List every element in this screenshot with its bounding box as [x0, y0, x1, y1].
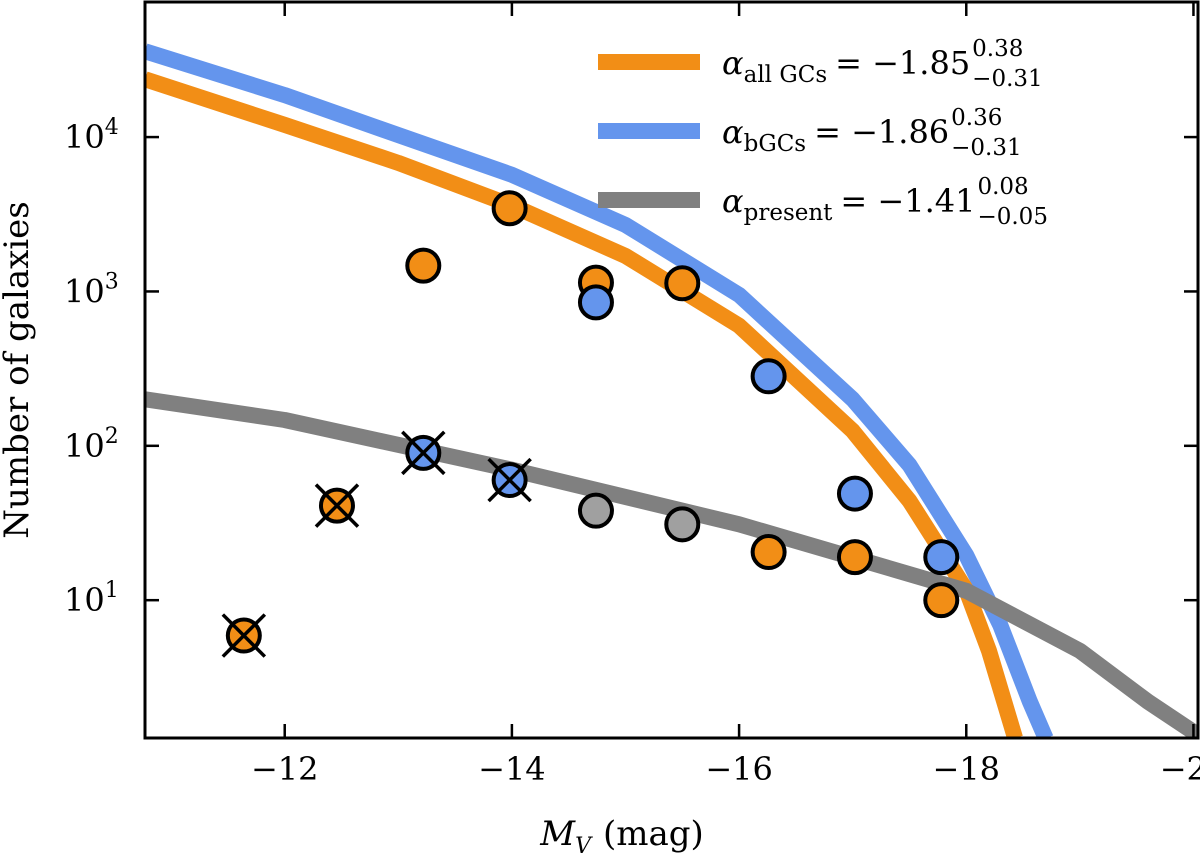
cross-mark [487, 457, 532, 503]
y-tick-label: 101 [64, 578, 119, 619]
y-tick-exponent: 3 [105, 269, 119, 294]
x-tick-label: −12 [251, 750, 319, 788]
y-tick-base: 10 [64, 427, 105, 465]
x-tick-label: −20 [1160, 750, 1200, 788]
x-tick-label: −18 [933, 750, 1001, 788]
x-label-sub: V [575, 834, 593, 859]
data-point [836, 475, 873, 512]
y-tick-base: 10 [64, 272, 105, 310]
legend-value: = −1.86 [814, 113, 949, 151]
y-tick-exponent: 4 [105, 115, 119, 140]
legend-upper: 0.08 [977, 174, 1028, 200]
data-point [664, 265, 701, 302]
y-tick-base: 10 [64, 581, 105, 619]
legend-subscript: all GCs [744, 62, 828, 88]
legend-symbol: α [722, 113, 744, 151]
legend-lower: −0.05 [977, 204, 1047, 230]
fit-line [145, 391, 1198, 738]
legend-symbol: α [722, 182, 744, 220]
plot-frame [143, 0, 1200, 740]
data-point [750, 358, 787, 395]
x-tick-label: −14 [478, 750, 546, 788]
cross-mark [401, 430, 446, 476]
y-tick-label: 104 [64, 115, 119, 156]
cross-mark [314, 483, 360, 528]
y-tick-base: 10 [64, 118, 105, 156]
x-tick-label: −16 [705, 750, 773, 788]
fit-line [145, 43, 1054, 738]
legend-upper: 0.38 [972, 36, 1023, 62]
y-tick-label: 102 [64, 424, 119, 465]
legend-subscript: present [744, 200, 834, 226]
fit-line [145, 71, 1023, 738]
plot-area [145, 43, 1198, 738]
data-point [750, 534, 787, 571]
y-axis-label: Number of galaxies [0, 201, 37, 539]
legend-symbol: α [722, 44, 744, 82]
legend-lower: −0.31 [951, 135, 1021, 161]
y-tick-exponent: 1 [105, 578, 119, 603]
legend-value: = −1.85 [835, 44, 970, 82]
data-point [405, 247, 442, 284]
legend-label: αbGCs = −1.86 [722, 113, 949, 157]
data-point [577, 492, 614, 529]
x-axis-label: MV (mag) [539, 814, 704, 859]
data-point [577, 284, 614, 321]
data-point [491, 190, 528, 227]
x-label-symbol: M [539, 814, 576, 854]
data-point [923, 539, 960, 576]
data-point [664, 506, 701, 543]
data-point [923, 582, 960, 619]
x-label-unit: (mag) [603, 814, 704, 854]
y-tick-label: 103 [64, 269, 119, 310]
data-point [836, 539, 873, 576]
legend-lower: −0.31 [972, 66, 1042, 92]
legend-label: αall GCs = −1.85 [722, 44, 970, 88]
legend-upper: 0.36 [951, 105, 1002, 131]
legend-subscript: bGCs [744, 131, 807, 157]
legend-label: αpresent = −1.41 [722, 182, 975, 226]
legend-value: = −1.41 [840, 182, 975, 220]
y-tick-exponent: 2 [105, 424, 119, 449]
cross-mark [221, 613, 267, 658]
